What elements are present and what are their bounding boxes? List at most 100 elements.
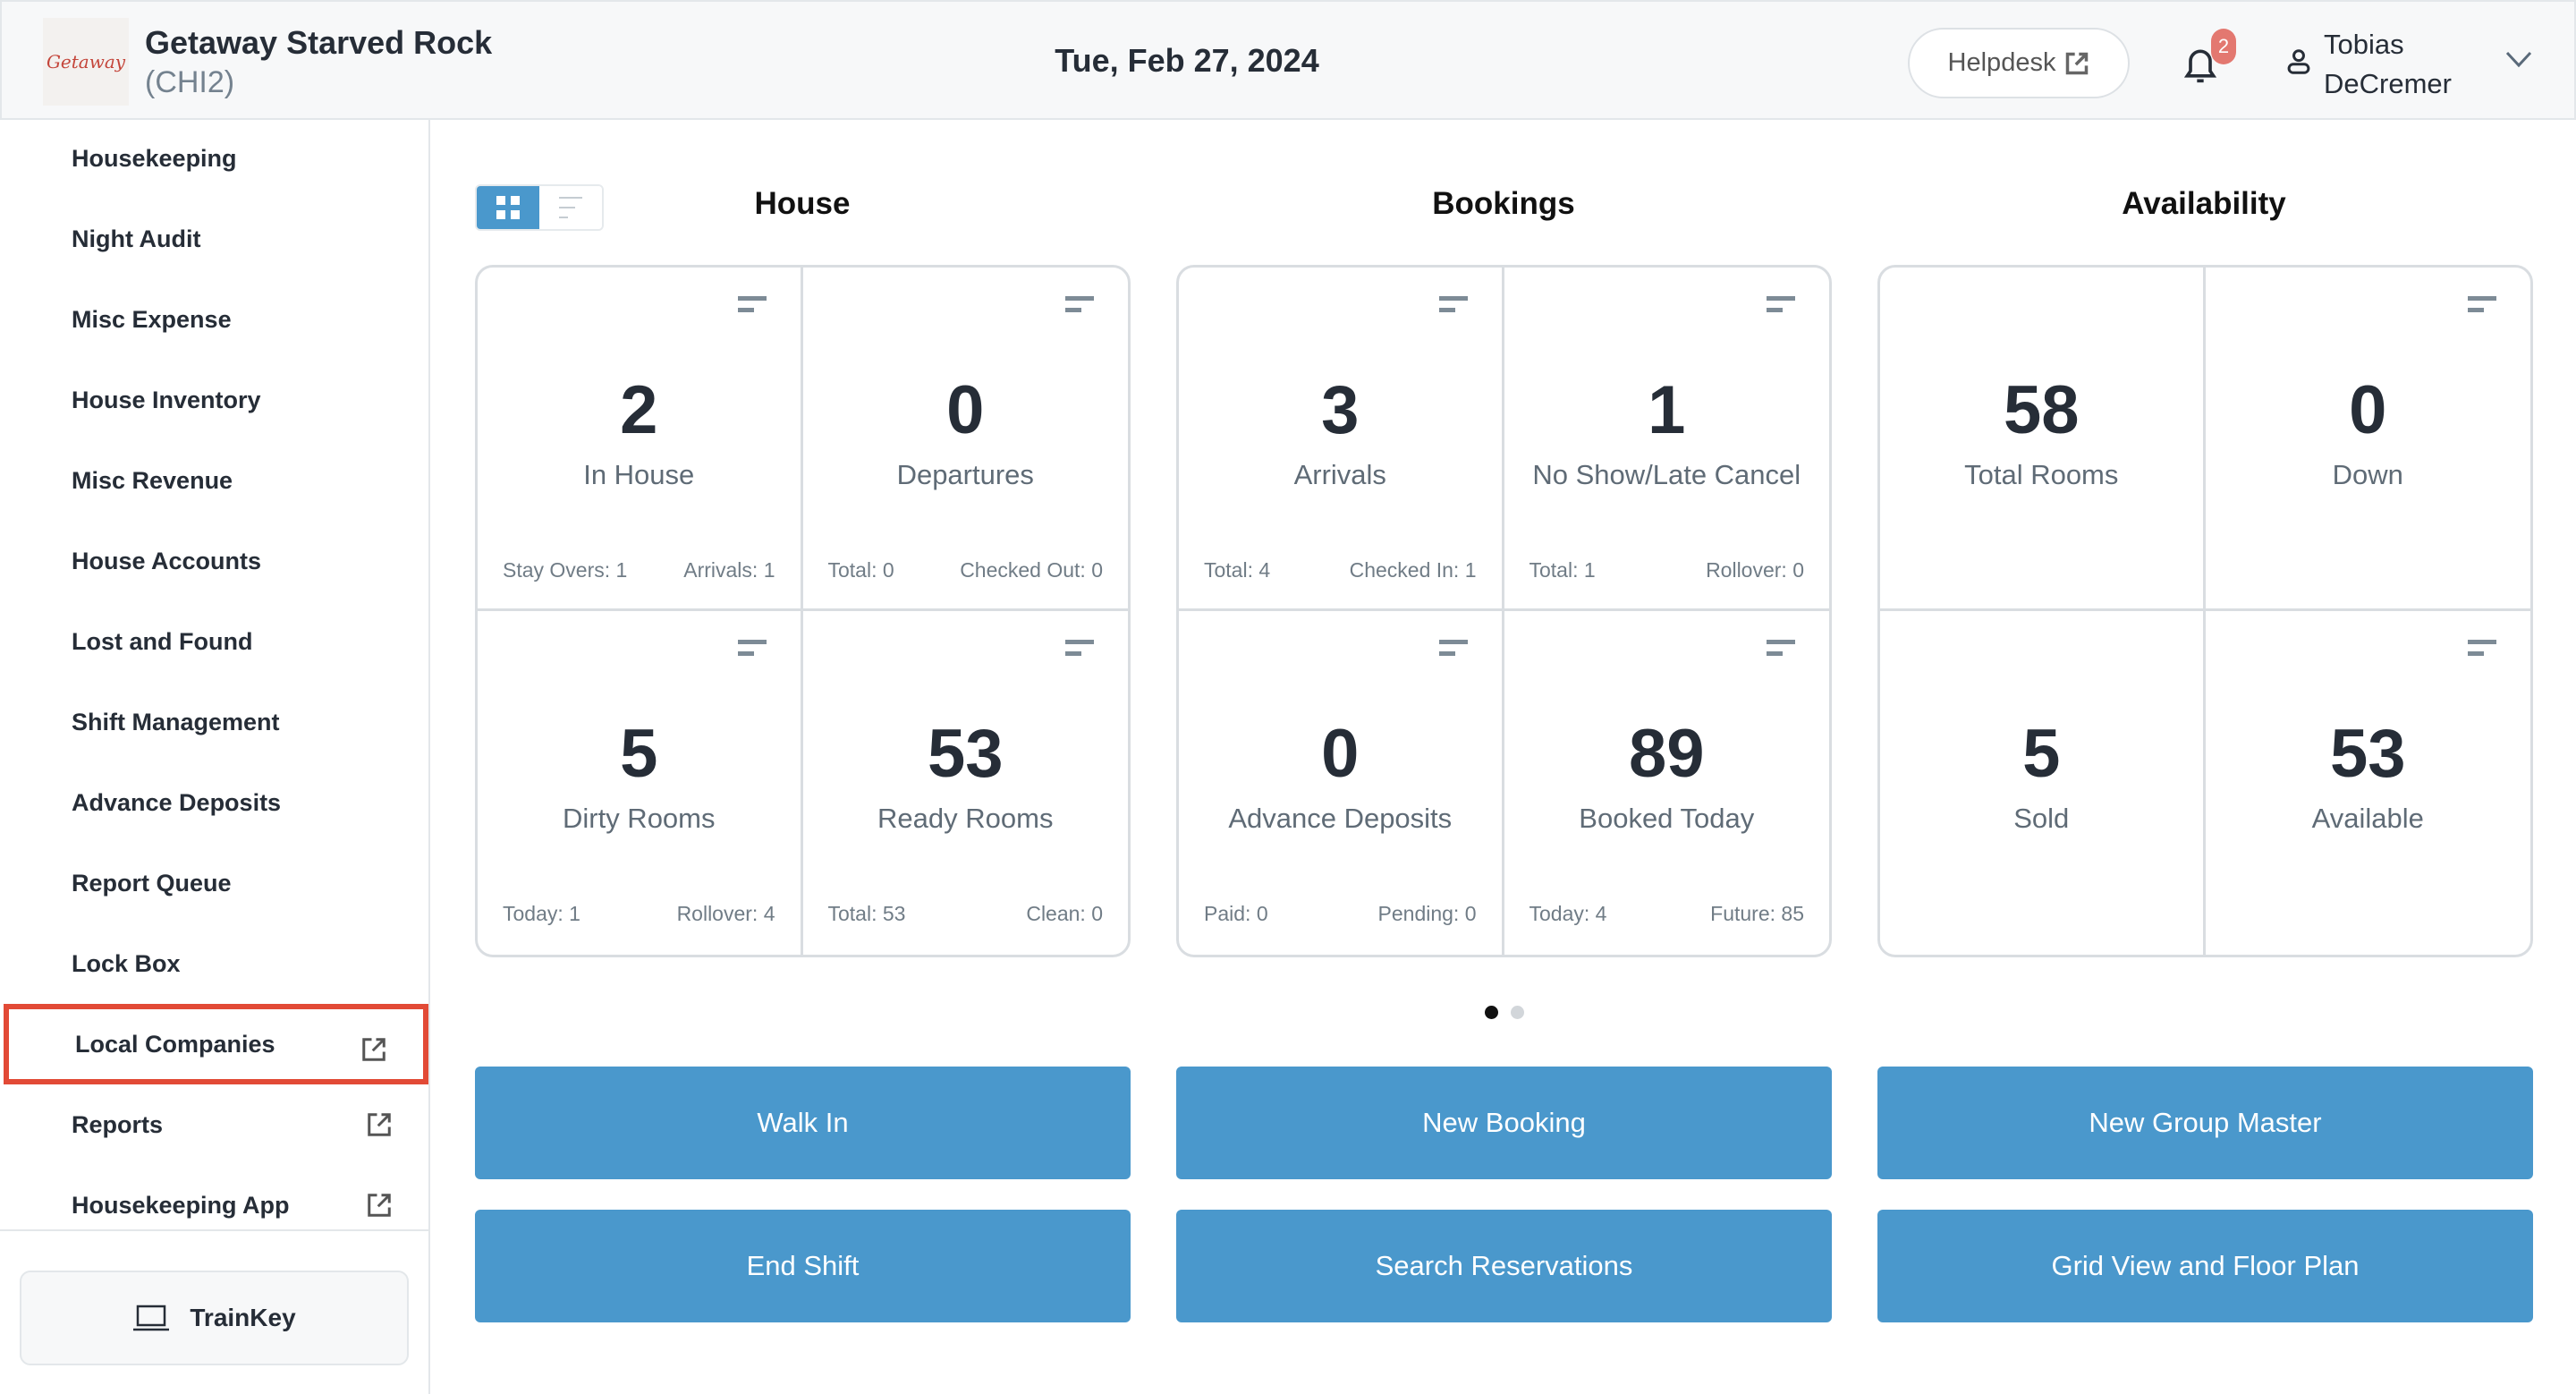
sidebar-item-night-audit[interactable]: Night Audit xyxy=(0,199,428,279)
card-menu-icon[interactable] xyxy=(1065,640,1094,658)
stat-sub-right: Rollover: 4 xyxy=(676,902,775,925)
external-link-icon xyxy=(2066,52,2089,74)
stat-card-arrivals[interactable]: 3 Arrivals Total: 4 Checked In: 1 xyxy=(1179,268,1504,611)
stat-value: 53 xyxy=(927,716,1004,792)
bookings-card-group: 3 Arrivals Total: 4 Checked In: 1 1 No Show/L… xyxy=(1176,265,1832,957)
grid-view-button[interactable] xyxy=(477,186,539,229)
stat-card-down[interactable]: 0 Down xyxy=(2205,268,2530,611)
stat-sub-left: Total: 0 xyxy=(827,558,894,582)
user-first-name: Tobias xyxy=(2324,29,2404,60)
stat-label: Departures xyxy=(896,459,1034,490)
sidebar-item-report-queue[interactable]: Report Queue xyxy=(0,843,428,923)
card-menu-icon[interactable] xyxy=(1767,640,1795,658)
section-title-bookings: Bookings xyxy=(1432,186,1575,221)
card-menu-icon[interactable] xyxy=(737,640,767,658)
sidebar-item-label: Reports xyxy=(72,1110,164,1138)
card-menu-icon[interactable] xyxy=(737,296,767,314)
sidebar-item-lock-box[interactable]: Lock Box xyxy=(0,923,428,1004)
stat-card-ready-rooms[interactable]: 53 Ready Rooms Total: 53 Clean: 0 xyxy=(803,611,1129,955)
external-link-icon[interactable] xyxy=(366,1192,393,1219)
sidebar: Housekeeping Night Audit Misc Expense House… xyxy=(0,120,430,1394)
stat-card-available[interactable]: 53 Available xyxy=(2206,611,2531,955)
stat-card-advance-deposits[interactable]: 0 Advance Deposits Paid: 0 Pending: 0 xyxy=(1179,611,1504,955)
stat-sub-left: Stay Overs: 1 xyxy=(503,558,628,582)
card-menu-icon[interactable] xyxy=(1438,296,1468,314)
end-shift-button[interactable]: End Shift xyxy=(475,1210,1131,1322)
sidebar-item-shift-management[interactable]: Shift Management xyxy=(0,682,428,762)
sidebar-item-house-accounts[interactable]: House Accounts xyxy=(0,521,428,601)
logo-text: Getaway xyxy=(46,51,126,72)
card-menu-icon[interactable] xyxy=(2468,640,2496,658)
view-toggle[interactable] xyxy=(475,184,604,231)
trainkey-button[interactable]: TrainKey xyxy=(20,1271,409,1365)
sidebar-item-housekeeping-app[interactable]: Housekeeping App xyxy=(0,1165,428,1245)
stat-card-dirty-rooms[interactable]: 5 Dirty Rooms Today: 1 Rollover: 4 xyxy=(478,611,803,955)
new-group-master-button[interactable]: New Group Master xyxy=(1877,1067,2533,1179)
stat-sub-left: Total: 1 xyxy=(1529,558,1596,582)
notification-bell-icon[interactable] xyxy=(2181,43,2220,86)
stat-sub-right: Clean: 0 xyxy=(1026,902,1103,925)
stat-card-sold[interactable]: 5 Sold xyxy=(1880,611,2206,955)
external-link-icon[interactable] xyxy=(366,1111,393,1138)
stat-value: 0 xyxy=(1321,716,1360,792)
stat-card-in-house[interactable]: 2 In House Stay Overs: 1 Arrivals: 1 xyxy=(478,268,803,611)
availability-card-group: 58 Total Rooms 0 Down 5 Sold 53 Available xyxy=(1877,265,2533,957)
external-link-icon[interactable] xyxy=(360,1036,387,1063)
stat-label: Ready Rooms xyxy=(877,803,1054,834)
stat-sub-left: Total: 53 xyxy=(827,902,906,925)
stat-card-total-rooms[interactable]: 58 Total Rooms xyxy=(1880,268,2206,611)
stat-card-booked-today[interactable]: 89 Booked Today Today: 4 Future: 85 xyxy=(1504,611,1830,955)
sidebar-item-local-companies[interactable]: Local Companies xyxy=(4,1004,428,1084)
sidebar-item-reports[interactable]: Reports xyxy=(0,1084,428,1165)
sidebar-item-advance-deposits[interactable]: Advance Deposits xyxy=(0,762,428,843)
stat-value: 3 xyxy=(1321,372,1360,448)
sidebar-item-misc-expense[interactable]: Misc Expense xyxy=(0,279,428,360)
stat-breakdown: Total: 1 Rollover: 0 xyxy=(1530,558,1805,582)
grid-view-and-floor-plan-button[interactable]: Grid View and Floor Plan xyxy=(1877,1210,2533,1322)
carousel-dot-2[interactable] xyxy=(1511,1006,1524,1019)
stat-label: Available xyxy=(2311,803,2424,834)
user-name[interactable]: Tobias DeCremer xyxy=(2324,25,2452,104)
card-menu-icon[interactable] xyxy=(1767,296,1795,314)
sidebar-item-label: Misc Expense xyxy=(72,305,232,333)
user-last-name: DeCremer xyxy=(2324,68,2452,99)
search-reservations-button[interactable]: Search Reservations xyxy=(1176,1210,1832,1322)
sidebar-item-label: House Accounts xyxy=(72,547,262,574)
stat-card-no-show-late-cancel[interactable]: 1 No Show/Late Cancel Total: 1 Rollover: 0 xyxy=(1504,268,1829,611)
sidebar-item-label: Lost and Found xyxy=(72,627,253,655)
notification-badge: 2 xyxy=(2211,29,2236,64)
sidebar-item-label: Housekeeping App xyxy=(72,1191,290,1219)
chevron-down-icon[interactable] xyxy=(2504,48,2533,70)
carousel-dots xyxy=(1485,1006,1524,1019)
sidebar-item-misc-revenue[interactable]: Misc Revenue xyxy=(0,440,428,521)
property-code: (CHI2) xyxy=(145,65,235,99)
stat-card-departures[interactable]: 0 Departures Total: 0 Checked Out: 0 xyxy=(802,268,1128,611)
card-menu-icon[interactable] xyxy=(1065,296,1094,314)
stat-sub-right: Checked Out: 0 xyxy=(960,558,1103,582)
helpdesk-button[interactable]: Helpdesk xyxy=(1908,28,2130,98)
card-menu-icon[interactable] xyxy=(2468,296,2496,314)
new-booking-button[interactable]: New Booking xyxy=(1176,1067,1832,1179)
card-menu-icon[interactable] xyxy=(1438,640,1468,658)
sidebar-item-label: Night Audit xyxy=(72,225,201,252)
stat-value: 89 xyxy=(1628,716,1705,792)
stat-value: 5 xyxy=(2022,716,2061,792)
sidebar-item-house-inventory[interactable]: House Inventory xyxy=(0,360,428,440)
sidebar-item-label: Advance Deposits xyxy=(72,788,282,816)
stat-sub-right: Future: 85 xyxy=(1710,902,1804,925)
section-title-house: House xyxy=(754,186,851,221)
carousel-dot-1[interactable] xyxy=(1485,1006,1498,1019)
property-name: Getaway Starved Rock xyxy=(145,24,493,61)
stat-sub-left: Total: 4 xyxy=(1204,558,1271,582)
list-view-button[interactable] xyxy=(539,186,602,229)
sidebar-item-housekeeping[interactable]: Housekeeping xyxy=(0,118,428,199)
user-icon xyxy=(2287,49,2310,74)
stat-breakdown: Today: 4 Future: 85 xyxy=(1530,902,1805,926)
sidebar-item-lost-and-found[interactable]: Lost and Found xyxy=(0,601,428,682)
stat-value: 1 xyxy=(1648,372,1686,448)
walk-in-button[interactable]: Walk In xyxy=(475,1067,1131,1179)
stat-breakdown: Total: 53 Clean: 0 xyxy=(828,902,1104,926)
section-title-availability: Availability xyxy=(2122,186,2286,221)
sidebar-item-label: Lock Box xyxy=(72,949,181,977)
stat-value: 0 xyxy=(946,372,985,448)
